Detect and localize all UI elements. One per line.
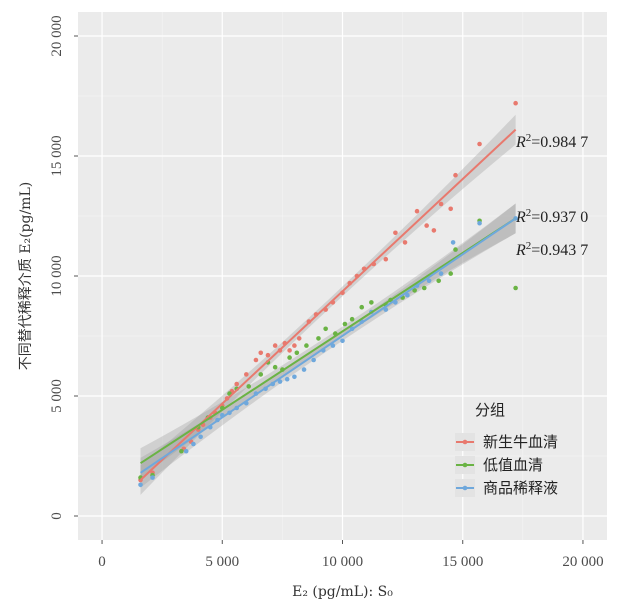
data-point bbox=[453, 247, 458, 252]
data-point bbox=[383, 307, 389, 312]
data-point bbox=[421, 285, 427, 291]
r2-annotation: R2=0.943 7 bbox=[515, 240, 588, 259]
regression-line bbox=[139, 217, 517, 465]
data-point bbox=[349, 316, 355, 322]
data-point bbox=[292, 343, 297, 348]
y-tick-label: 0 bbox=[49, 512, 65, 520]
data-point bbox=[284, 376, 290, 382]
data-point bbox=[265, 352, 271, 358]
x-axis-title: E₂ (pg/mL): S₀ bbox=[292, 584, 393, 600]
y-tick-label: 15 000 bbox=[49, 135, 65, 176]
y-tick-label: 10 000 bbox=[49, 255, 65, 296]
data-point bbox=[191, 441, 196, 447]
data-point bbox=[272, 364, 278, 370]
data-point bbox=[393, 230, 398, 236]
x-tick-label: 5 000 bbox=[205, 554, 239, 570]
data-point bbox=[258, 372, 264, 377]
data-point bbox=[438, 201, 444, 207]
data-point bbox=[292, 374, 297, 380]
legend-label: 新生牛血清 bbox=[483, 433, 558, 451]
data-point bbox=[198, 434, 203, 440]
data-point bbox=[183, 448, 189, 454]
x-tick-label: 20 000 bbox=[562, 554, 603, 570]
data-point bbox=[369, 300, 374, 305]
data-point bbox=[402, 240, 408, 245]
y-axis-title: 不同替代稀释介质 E₂(pg/mL) bbox=[18, 182, 34, 370]
data-point bbox=[244, 372, 249, 377]
legend-key-point bbox=[462, 485, 468, 491]
data-point bbox=[405, 292, 410, 298]
data-point bbox=[414, 208, 420, 214]
data-point bbox=[513, 100, 518, 106]
data-point bbox=[258, 350, 264, 356]
data-point bbox=[448, 206, 454, 212]
data-point bbox=[323, 326, 328, 332]
data-point bbox=[316, 336, 321, 341]
x-tick-label: 0 bbox=[98, 554, 106, 570]
data-point bbox=[342, 321, 348, 327]
data-point bbox=[424, 223, 429, 228]
data-point bbox=[304, 343, 309, 348]
data-point bbox=[340, 338, 345, 344]
data-point bbox=[330, 343, 336, 348]
data-point bbox=[150, 475, 155, 480]
data-point bbox=[287, 355, 292, 360]
data-point bbox=[253, 357, 259, 363]
y-tick-label: 5 000 bbox=[49, 379, 65, 413]
data-point bbox=[383, 256, 389, 262]
data-point bbox=[438, 271, 444, 276]
data-point bbox=[477, 220, 482, 226]
r2-annotation: R2=0.984 7 bbox=[515, 132, 588, 151]
data-point bbox=[294, 350, 300, 356]
data-point bbox=[453, 172, 458, 178]
y-tick-label: 20 000 bbox=[49, 15, 65, 56]
data-point bbox=[287, 348, 292, 353]
data-point bbox=[234, 381, 239, 387]
legend-title: 分组 bbox=[475, 401, 505, 419]
legend-key-point bbox=[462, 439, 468, 445]
data-point bbox=[431, 228, 437, 233]
legend-key-point bbox=[462, 462, 468, 468]
x-tick-label: 15 000 bbox=[442, 554, 483, 570]
legend-label: 商品稀释液 bbox=[483, 479, 558, 497]
data-point bbox=[179, 448, 184, 454]
legend-label: 低值血清 bbox=[483, 456, 543, 474]
data-point bbox=[412, 288, 417, 293]
data-point bbox=[426, 278, 432, 284]
data-point bbox=[272, 343, 278, 348]
regression-line bbox=[139, 217, 517, 474]
data-point bbox=[448, 271, 454, 276]
data-point bbox=[301, 367, 307, 372]
data-point bbox=[296, 336, 302, 341]
x-tick-label: 10 000 bbox=[322, 554, 363, 570]
data-point bbox=[359, 304, 365, 310]
data-point bbox=[246, 384, 252, 389]
data-point bbox=[450, 240, 456, 245]
data-point bbox=[138, 482, 143, 488]
data-point bbox=[513, 285, 518, 291]
r2-annotation: R2=0.937 0 bbox=[515, 207, 588, 226]
data-point bbox=[277, 379, 283, 384]
data-point bbox=[311, 357, 316, 363]
data-point bbox=[477, 141, 482, 147]
data-point bbox=[436, 278, 441, 284]
